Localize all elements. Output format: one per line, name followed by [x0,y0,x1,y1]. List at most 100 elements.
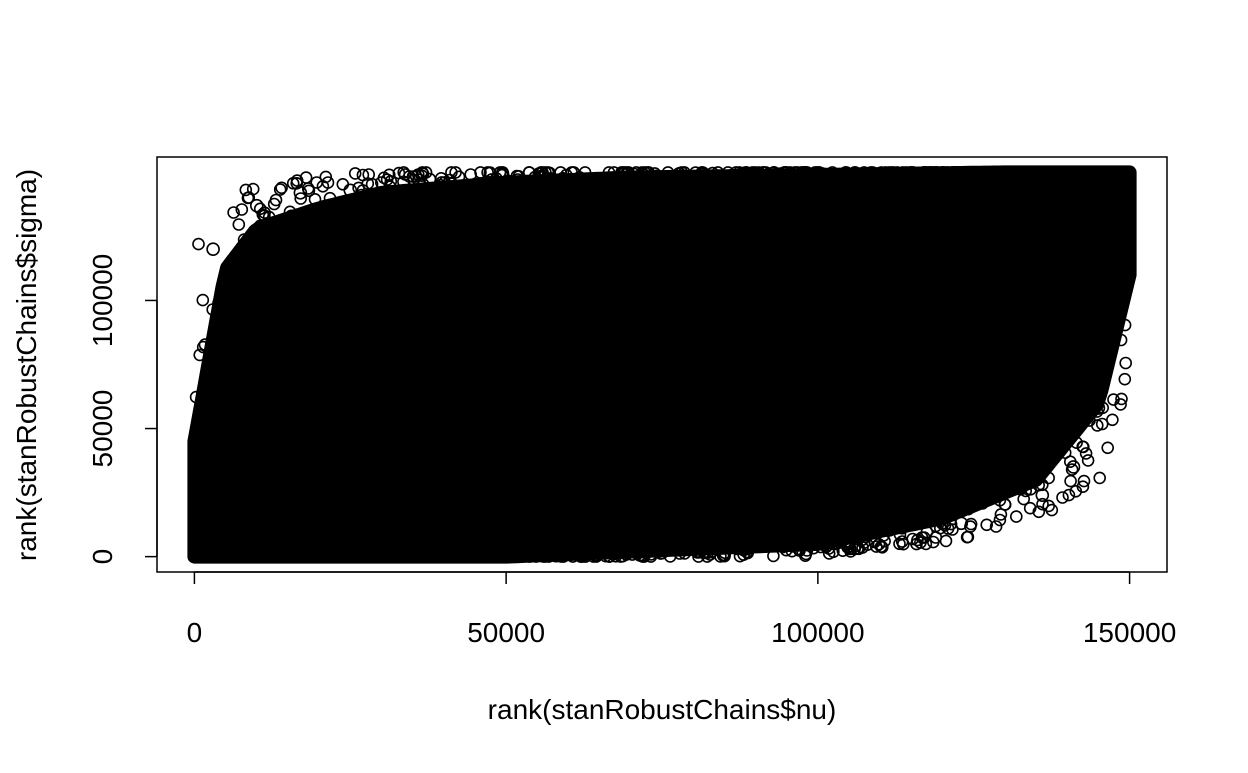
data-point [1042,499,1055,513]
data-point [529,174,543,188]
data-point [242,238,256,251]
data-point [954,499,968,513]
data-point [239,183,253,197]
data-point [1089,394,1103,408]
data-point [416,550,430,563]
data-point [1036,478,1049,492]
data-point [653,170,667,183]
data-point [770,538,783,552]
data-point [587,550,600,563]
data-point [1023,501,1037,515]
data-point [358,199,371,212]
data-point [424,550,438,563]
data-point [1035,447,1049,460]
data-point [218,550,231,563]
data-point [1016,166,1030,179]
data-point [663,550,677,563]
data-point [635,544,648,558]
data-point [383,180,397,193]
data-point [1114,398,1127,411]
data-point [493,180,507,193]
data-point [399,184,413,198]
x-axis-title: rank(stanRobustChains$nu) [488,694,837,725]
data-point [362,550,376,563]
data-point [1073,170,1087,183]
data-point [206,303,219,316]
data-point [438,176,451,189]
data-point [636,172,649,186]
data-point [1019,484,1032,498]
data-point [725,170,739,183]
data-point [940,499,954,513]
data-point [1119,166,1132,179]
data-point [733,549,747,563]
data-point [1106,413,1119,427]
data-point [1065,463,1079,476]
data-point [356,168,370,182]
data-point [192,443,205,457]
data-point [1083,414,1096,427]
data-point [434,172,448,185]
data-point [235,203,249,216]
data-point [1083,382,1096,396]
data-point [788,166,802,179]
data-point [400,190,414,204]
data-point [196,340,210,354]
data-point [613,543,627,556]
data-point [529,550,543,563]
data-point [1089,166,1102,179]
data-point [397,175,410,189]
data-point [312,548,326,562]
data-point [1064,474,1077,488]
data-point [480,547,493,561]
data-point [348,167,362,180]
data-point [379,548,393,562]
data-point [1002,472,1016,486]
data-point [1118,372,1132,386]
data-point [302,184,316,198]
data-point [1010,166,1024,179]
data-point [425,184,439,198]
data-point [1076,480,1090,494]
data-point [198,338,212,351]
data-point [848,166,862,179]
data-point [1048,170,1061,183]
data-point [227,206,240,219]
data-point [495,166,509,179]
data-points [187,165,1137,564]
data-point [314,203,328,217]
data-point [759,166,773,179]
data-point [976,497,989,510]
data-point [1062,488,1076,502]
data-point [979,485,993,498]
data-point [483,166,497,179]
point-cloud-core [187,165,1137,564]
data-point [872,537,886,551]
data-point [980,518,994,532]
data-point [961,502,975,516]
data-point [892,513,906,527]
data-point [212,336,226,350]
data-point [289,550,302,563]
data-point [557,176,570,190]
data-point [893,537,906,551]
data-point [193,411,206,425]
data-point [204,550,217,563]
data-point [253,202,267,216]
data-point [620,166,634,179]
data-point [192,237,205,251]
x-tick-label: 150000 [1083,617,1176,648]
data-point [365,177,379,191]
data-point [288,217,302,231]
data-point [785,544,799,558]
data-point [665,173,679,186]
data-point [1042,471,1055,485]
data-point [188,496,202,509]
data-point [903,166,916,179]
data-point [445,166,458,179]
edge-points [188,166,1136,563]
data-point [308,193,322,206]
data-point [857,166,871,179]
data-point [294,192,308,205]
